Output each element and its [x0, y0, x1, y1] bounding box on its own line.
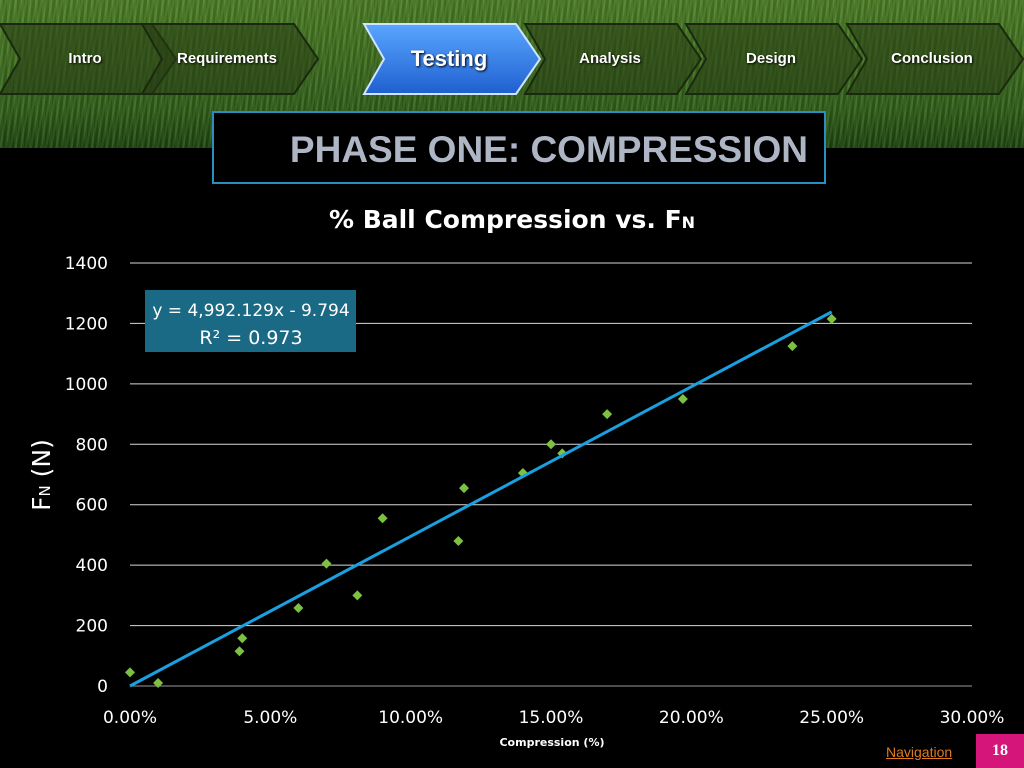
x-tick-label: 30.00% [940, 708, 1005, 728]
data-point [293, 603, 304, 614]
y-tick-label: 1200 [65, 314, 108, 334]
tab-label: Intro [68, 50, 102, 67]
x-tick-label: 20.00% [659, 708, 724, 728]
data-point [125, 667, 135, 678]
data-point [153, 677, 164, 688]
tab-conclusion[interactable]: Conclusion [845, 22, 1024, 96]
x-tick-label: 10.00% [378, 708, 443, 728]
tab-requirements[interactable]: Requirements [140, 22, 320, 96]
navigation-link[interactable]: Navigation [886, 744, 953, 760]
tab-testing[interactable]: Testing [362, 22, 542, 96]
y-tick-label: 600 [76, 496, 108, 516]
trendline [129, 310, 833, 688]
x-tick-label: 0.00% [103, 708, 157, 728]
slide-title: PHASE ONE: COMPRESSION [289, 129, 808, 170]
y-axis-label: FN (N) [27, 439, 56, 511]
y-tick-label: 200 [76, 617, 108, 637]
scatter-chart: % Ball Compression vs. FN 0 200 400 600 800 10… [27, 205, 1005, 749]
data-point [321, 558, 332, 569]
tab-analysis[interactable]: Analysis [523, 22, 703, 96]
page-number-badge: 18 [976, 734, 1024, 768]
y-tick-label: 1400 [65, 254, 108, 274]
data-point [453, 535, 464, 546]
data-point [677, 393, 688, 404]
tab-label: Design [745, 50, 796, 67]
data-point [234, 646, 245, 657]
data-point [546, 439, 556, 450]
trendline-equation: y = 4,992.129x - 9.794 [152, 301, 349, 321]
data-point [826, 313, 837, 324]
tab-label: Requirements [176, 50, 278, 67]
y-tick-label: 400 [76, 556, 108, 576]
y-tick-label: 800 [76, 435, 108, 455]
tab-label: Conclusion [891, 50, 973, 67]
data-point [787, 341, 798, 352]
chart-title: % Ball Compression vs. FN [329, 205, 695, 234]
tab-design[interactable]: Design [684, 22, 864, 96]
data-point [352, 590, 363, 601]
tab-label: Testing [410, 46, 488, 71]
data-point [237, 633, 248, 644]
x-tick-label: 25.00% [799, 708, 864, 728]
data-point [377, 513, 388, 524]
r-squared-value: R² = 0.973 [199, 327, 302, 349]
x-tick-label: 5.00% [243, 708, 297, 728]
x-axis-label: Compression (%) [499, 736, 604, 749]
data-point [602, 409, 613, 420]
data-point [458, 483, 469, 494]
slide-title-box: PHASE ONE: COMPRESSION [212, 111, 826, 184]
y-tick-label: 1000 [65, 375, 108, 395]
tab-label: Analysis [579, 50, 641, 67]
y-tick-label: 0 [97, 677, 108, 697]
x-tick-label: 15.00% [519, 708, 584, 728]
equation-box [145, 290, 356, 352]
